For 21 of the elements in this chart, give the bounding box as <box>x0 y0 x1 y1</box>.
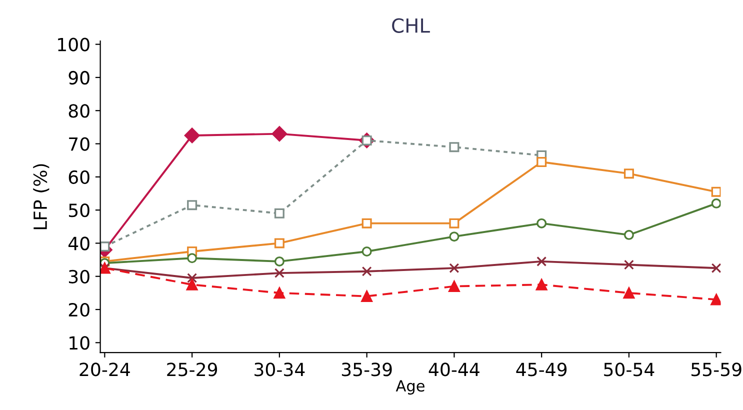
y-tick-label: 80 <box>68 104 90 118</box>
x-tick-label: 20-24 <box>80 362 130 376</box>
y-tick-label: 50 <box>69 204 90 218</box>
y-tick-label: 70 <box>69 137 90 151</box>
y-axis-title: LFP (%) <box>33 164 50 230</box>
y-tick-label: 10 <box>70 336 90 350</box>
x-axis-title: Age <box>396 380 424 395</box>
x-tick-label: 55-59 <box>692 362 742 376</box>
x-tick-label: 50-54 <box>604 362 654 376</box>
chart-title: CHL <box>392 18 430 33</box>
x-tick-label: 35-39 <box>342 362 392 376</box>
x-tick-label: 25-29 <box>167 362 218 376</box>
y-tick-label: 20 <box>68 302 90 317</box>
x-tick-label: 30-34 <box>254 362 305 376</box>
y-tick-label: 40 <box>68 236 90 250</box>
y-tick-label: 100 <box>58 38 90 52</box>
y-tick-label: 90 <box>68 70 90 85</box>
y-tick-label: 60 <box>68 170 90 184</box>
y-tick-label: 30 <box>68 270 90 284</box>
x-tick-label: 45-49 <box>516 362 567 376</box>
x-tick-label: 40-44 <box>428 362 480 376</box>
